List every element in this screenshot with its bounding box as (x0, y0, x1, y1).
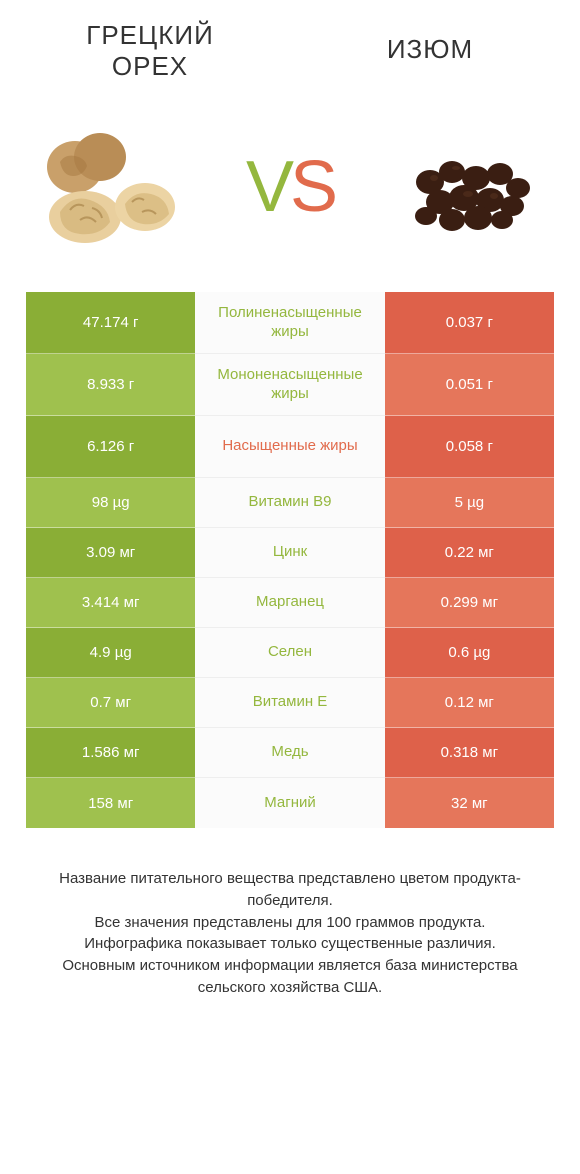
nutrient-name: Магний (195, 778, 384, 828)
table-row: 8.933 гМононенасыщенные жиры0.051 г (26, 354, 554, 416)
left-value: 47.174 г (26, 292, 195, 354)
hero-row: VS (0, 92, 580, 292)
table-row: 0.7 мгВитамин E0.12 мг (26, 678, 554, 728)
left-value: 158 мг (26, 778, 195, 828)
right-value: 0.12 мг (385, 678, 554, 728)
raisin-image (390, 122, 550, 252)
left-value: 6.126 г (26, 416, 195, 478)
left-value: 3.09 мг (26, 528, 195, 578)
table-row: 4.9 µgСелен0.6 µg (26, 628, 554, 678)
footer-notes: Название питательного вещества представл… (30, 868, 550, 999)
header: ГРЕЦКИЙ ОРЕХ ИЗЮМ (0, 0, 580, 92)
right-value: 0.6 µg (385, 628, 554, 678)
left-value: 3.414 мг (26, 578, 195, 628)
comparison-table: 47.174 гПолиненасыщенные жиры0.037 г8.93… (26, 292, 554, 828)
right-value: 0.299 мг (385, 578, 554, 628)
footer-line: Название питательного вещества представл… (30, 868, 550, 912)
vs-v: V (246, 147, 290, 227)
footer-line: Инфографика показывает только существенн… (30, 933, 550, 955)
right-food-title: ИЗЮМ (330, 34, 530, 65)
left-value: 0.7 мг (26, 678, 195, 728)
nutrient-name: Мононенасыщенные жиры (195, 354, 384, 416)
vs-s: S (290, 147, 334, 227)
nutrient-name: Селен (195, 628, 384, 678)
nutrient-name: Полиненасыщенные жиры (195, 292, 384, 354)
nutrient-name: Цинк (195, 528, 384, 578)
left-value: 4.9 µg (26, 628, 195, 678)
footer-line: Основным источником информации является … (30, 955, 550, 999)
left-value: 98 µg (26, 478, 195, 528)
table-row: 3.414 мгМарганец0.299 мг (26, 578, 554, 628)
nutrient-name: Медь (195, 728, 384, 778)
right-value: 0.037 г (385, 292, 554, 354)
right-value: 0.318 мг (385, 728, 554, 778)
nutrient-name: Витамин E (195, 678, 384, 728)
table-row: 47.174 гПолиненасыщенные жиры0.037 г (26, 292, 554, 354)
nutrient-name: Марганец (195, 578, 384, 628)
right-value: 0.058 г (385, 416, 554, 478)
left-value: 8.933 г (26, 354, 195, 416)
right-value: 0.051 г (385, 354, 554, 416)
right-value: 5 µg (385, 478, 554, 528)
table-row: 3.09 мгЦинк0.22 мг (26, 528, 554, 578)
nutrient-name: Витамин B9 (195, 478, 384, 528)
table-row: 98 µgВитамин B95 µg (26, 478, 554, 528)
right-value: 32 мг (385, 778, 554, 828)
left-food-title: ГРЕЦКИЙ ОРЕХ (50, 20, 250, 82)
table-row: 158 мгМагний32 мг (26, 778, 554, 828)
vs-label: VS (246, 146, 334, 228)
table-row: 6.126 гНасыщенные жиры0.058 г (26, 416, 554, 478)
table-row: 1.586 мгМедь0.318 мг (26, 728, 554, 778)
right-value: 0.22 мг (385, 528, 554, 578)
nutrient-name: Насыщенные жиры (195, 416, 384, 478)
footer-line: Все значения представлены для 100 граммо… (30, 912, 550, 934)
left-value: 1.586 мг (26, 728, 195, 778)
walnut-image (30, 122, 190, 252)
